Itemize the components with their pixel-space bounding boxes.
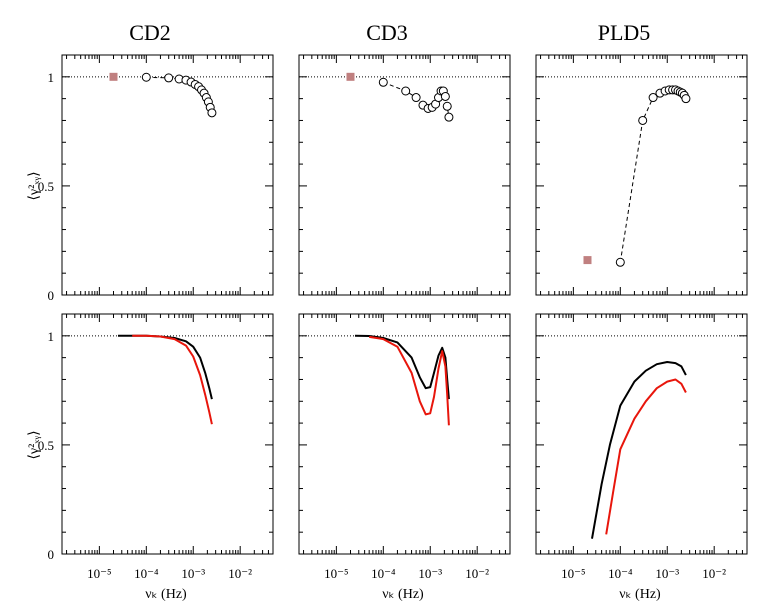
y-tick-label-cd2-bottom: 1	[48, 329, 55, 344]
x-tick-label-cd3-bottom: 10⁻⁴	[371, 566, 396, 581]
data-point-cd3-top	[444, 112, 454, 122]
data-point-pld5-top	[648, 93, 658, 103]
plot-frame-pld5-top	[535, 54, 748, 296]
marker-square-cd3-top	[346, 72, 355, 81]
data-point-cd3-top	[440, 91, 450, 101]
x-tick-label-pld5-bottom: 10⁻³	[655, 566, 679, 581]
series-line-red-pld5-bottom	[605, 378, 687, 535]
plot-frame-cd3-bottom	[298, 313, 511, 555]
series-line-red-cd3-bottom	[369, 335, 450, 426]
x-tick-label-pld5-bottom: 10⁻⁵	[561, 566, 585, 581]
x-tick-label-cd2-bottom: 10⁻²	[228, 566, 252, 581]
title-cd2: CD2	[129, 20, 171, 45]
x-tick-label-cd2-bottom: 10⁻³	[181, 566, 205, 581]
plot-frame-cd2-top	[61, 54, 274, 296]
x-tick-label-pld5-bottom: 10⁻²	[702, 566, 726, 581]
series-line-red-cd2-bottom	[132, 334, 213, 425]
data-point-pld5-top	[638, 115, 648, 125]
x-axis-label-cd3: νₖ (Hz)	[382, 587, 424, 602]
data-point-cd3-top	[378, 77, 388, 87]
y-axis-label-bottom: ⟨γ²ₓᵧ⟩	[27, 430, 42, 459]
plot-frame-cd3-top	[298, 54, 511, 296]
title-pld5: PLD5	[598, 20, 651, 45]
x-tick-label-cd2-bottom: 10⁻⁵	[87, 566, 111, 581]
data-point-cd3-top	[401, 86, 411, 96]
title-cd3: CD3	[366, 20, 408, 45]
y-tick-label-cd2-bottom: 0.5	[38, 438, 54, 453]
y-tick-label-cd2-top: 1	[48, 70, 55, 85]
data-point-pld5-top	[615, 257, 625, 267]
marker-square-pld5-top	[583, 256, 592, 265]
x-axis-label-pld5: νₖ (Hz)	[619, 587, 661, 602]
series-line-black-pld5-bottom	[591, 361, 687, 539]
y-tick-label-cd2-top: 0	[48, 288, 55, 303]
data-point-cd2-top	[141, 72, 151, 82]
data-point-cd3-top	[411, 93, 421, 103]
x-tick-label-cd2-bottom: 10⁻⁴	[134, 566, 159, 581]
marker-square-cd2-top	[109, 72, 118, 81]
y-tick-label-cd2-bottom: 0	[48, 547, 55, 562]
data-point-cd2-top	[164, 73, 174, 83]
x-tick-label-cd3-bottom: 10⁻⁵	[324, 566, 348, 581]
data-point-pld5-top	[681, 94, 691, 104]
x-tick-label-cd3-bottom: 10⁻²	[465, 566, 489, 581]
plot-frame-pld5-bottom	[535, 313, 748, 555]
y-tick-label-cd2-top: 0.5	[38, 179, 54, 194]
data-point-cd3-top	[442, 101, 452, 111]
y-axis-label-top: ⟨γ²ₓᵧ⟩	[27, 171, 42, 200]
x-tick-label-cd3-bottom: 10⁻³	[418, 566, 442, 581]
dashed-connector-pld5-top	[619, 89, 687, 263]
data-point-cd2-top	[207, 108, 217, 118]
series-line-black-cd3-bottom	[354, 334, 450, 400]
plot-frame-cd2-bottom	[61, 313, 274, 555]
x-tick-label-pld5-bottom: 10⁻⁴	[608, 566, 633, 581]
x-axis-label-cd2: νₖ (Hz)	[145, 587, 187, 602]
